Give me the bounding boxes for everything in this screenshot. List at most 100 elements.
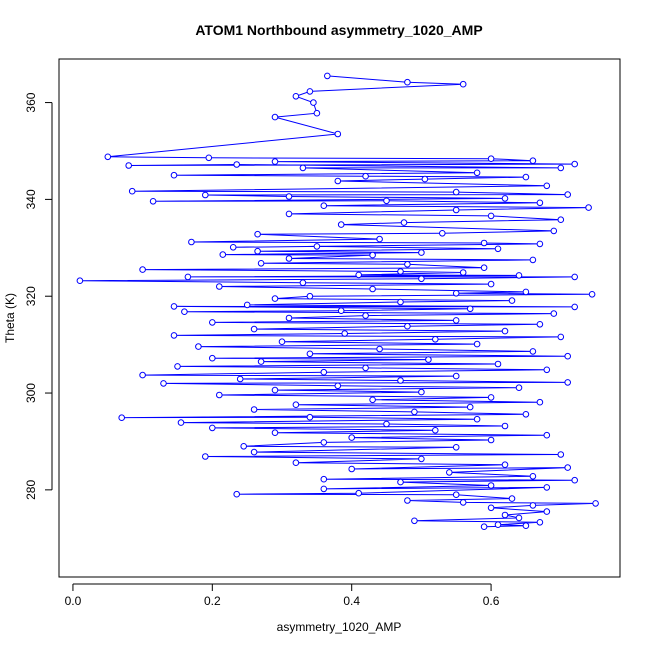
data-point xyxy=(149,198,157,205)
y-tick-label: 360 xyxy=(24,92,38,112)
data-point xyxy=(271,295,279,302)
data-point xyxy=(184,273,192,281)
data-point xyxy=(588,291,596,298)
data-point xyxy=(348,434,356,441)
data-point xyxy=(529,348,537,355)
data-point xyxy=(536,199,544,207)
data-point xyxy=(529,157,537,164)
data-point xyxy=(306,350,314,358)
plot-frame xyxy=(58,58,621,578)
data-point xyxy=(271,386,279,394)
data-point xyxy=(337,307,345,315)
data-point xyxy=(369,396,376,404)
data-point xyxy=(362,172,369,180)
data-point xyxy=(369,251,376,259)
data-point xyxy=(271,158,279,165)
data-point xyxy=(439,230,446,237)
data-point xyxy=(501,195,509,202)
data-point xyxy=(543,508,551,515)
data-point xyxy=(104,153,112,161)
y-axis-label: Theta (K) xyxy=(3,293,17,343)
data-point xyxy=(383,420,390,428)
data-point xyxy=(76,277,84,285)
data-point xyxy=(452,444,460,451)
data-point xyxy=(571,476,579,484)
data-point xyxy=(536,240,544,248)
data-point xyxy=(348,465,356,473)
data-point xyxy=(334,382,342,390)
data-point xyxy=(337,221,345,228)
y-tick-label: 340 xyxy=(24,189,38,209)
data-point xyxy=(397,298,404,306)
data-point xyxy=(139,371,146,379)
series-points xyxy=(76,72,599,531)
data-point xyxy=(564,352,572,360)
data-point xyxy=(529,473,537,480)
data-point xyxy=(557,216,565,223)
data-point xyxy=(188,238,195,246)
data-point xyxy=(452,290,460,297)
data-point xyxy=(320,475,328,483)
data-point xyxy=(250,325,258,333)
y-axis: 280 300 320 340 360 xyxy=(24,92,53,500)
data-point xyxy=(536,398,544,406)
data-point xyxy=(508,495,516,502)
data-point xyxy=(487,212,495,220)
data-point xyxy=(285,210,293,218)
data-point xyxy=(452,372,460,380)
data-point xyxy=(473,340,481,348)
data-point xyxy=(487,504,495,512)
data-point xyxy=(257,260,265,267)
data-point xyxy=(557,164,565,172)
data-point xyxy=(543,484,551,491)
data-point xyxy=(170,303,178,310)
data-point xyxy=(557,451,565,458)
data-point xyxy=(494,521,502,529)
data-point xyxy=(459,80,467,88)
data-point xyxy=(418,455,425,463)
data-point xyxy=(397,377,404,384)
data-point xyxy=(240,443,247,450)
data-point xyxy=(459,499,467,506)
data-point xyxy=(313,109,321,117)
data-point xyxy=(400,219,408,226)
data-point xyxy=(487,394,495,401)
data-point xyxy=(195,343,202,350)
data-point xyxy=(219,251,227,258)
data-point xyxy=(250,448,258,456)
data-point xyxy=(376,235,383,243)
data-point xyxy=(209,424,216,432)
data-point xyxy=(452,491,460,499)
data-point xyxy=(181,308,188,316)
data-point xyxy=(170,171,178,179)
data-point xyxy=(536,519,544,526)
data-point xyxy=(118,414,125,422)
data-point xyxy=(320,439,328,446)
data-point xyxy=(404,497,411,504)
data-point xyxy=(128,187,136,195)
data-point xyxy=(233,161,240,168)
data-point xyxy=(571,273,579,281)
data-point xyxy=(334,130,342,138)
data-point xyxy=(341,330,349,337)
data-point xyxy=(292,93,300,100)
data-point xyxy=(585,204,592,211)
data-point xyxy=(473,169,481,177)
data-point xyxy=(501,511,509,519)
data-point xyxy=(236,375,244,383)
data-point xyxy=(529,256,537,264)
data-point xyxy=(564,379,572,386)
data-point xyxy=(564,191,572,198)
data-point xyxy=(313,243,321,250)
data-point xyxy=(473,415,481,423)
data-point xyxy=(376,345,383,353)
data-point xyxy=(271,429,279,437)
data-point xyxy=(383,197,390,205)
data-point xyxy=(324,72,331,80)
data-point xyxy=(571,303,579,311)
data-point xyxy=(459,269,467,276)
data-point xyxy=(529,502,537,509)
data-point xyxy=(257,358,265,365)
y-tick-label: 280 xyxy=(24,480,38,500)
